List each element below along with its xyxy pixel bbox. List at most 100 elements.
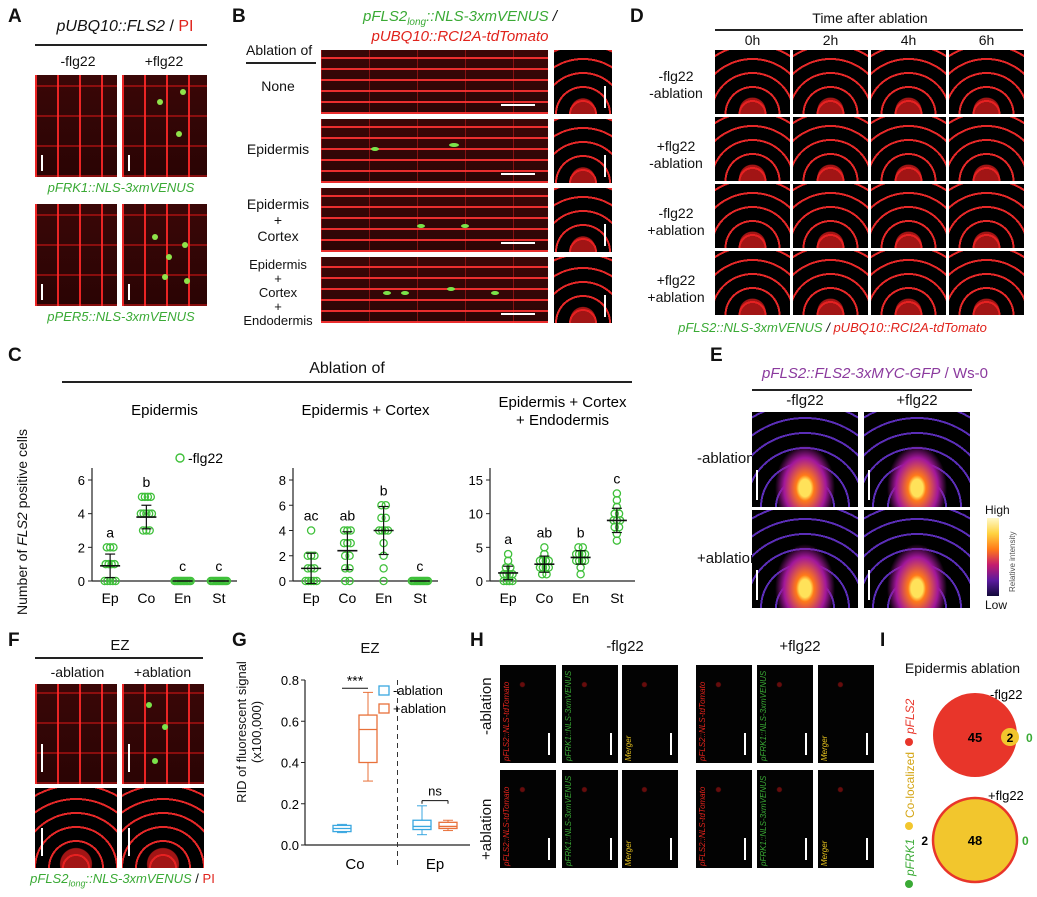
- micro-f-plus-long: [122, 684, 204, 784]
- panel-c-header: Ablation of: [309, 360, 385, 377]
- panel-d-time-2: 2h: [822, 32, 839, 48]
- panel-a-col-plus: +flg22: [144, 53, 184, 69]
- panel-d-label: D: [630, 6, 644, 27]
- micro-e-minus-plus: [752, 510, 858, 608]
- panel-e-cbar-high: High: [985, 503, 1010, 517]
- panel-c-ylabel-pre: Number of: [14, 545, 30, 615]
- micro-d-r3-c1: [715, 184, 790, 248]
- scale-bar: [548, 733, 550, 755]
- panel-i-label: I: [880, 630, 886, 651]
- chart-g-legend-minus-swatch: [378, 685, 390, 696]
- micro-h-r1-c5: pFRK1::NLS-3xmVENUS: [757, 665, 813, 763]
- panel-e-cbar-low: Low: [985, 598, 1008, 612]
- panel-f-rule: [35, 657, 203, 659]
- micro-f-plus-cross: [122, 788, 204, 868]
- panel-d-footer-red: pUBQ10::RCI2A-tdTomato: [833, 320, 987, 335]
- chart-c3-sig-letter: b: [577, 524, 585, 540]
- legend-coloc-text: Co-localized: [903, 752, 917, 818]
- panel-d-rule: [715, 29, 1023, 31]
- micro-h-label: pFRK1::NLS-3xmVENUS: [759, 670, 768, 761]
- micro-h-label: pFLS2::NLS-tdTomato: [502, 786, 511, 866]
- chart-c1-xtick-label: En: [174, 590, 191, 606]
- micro-a-frk1-minus: [35, 75, 117, 177]
- panel-b-row-epidermis: Epidermis: [246, 141, 310, 157]
- panel-d-time-6: 6h: [978, 32, 995, 48]
- micro-h-r2-c3: Merger: [622, 770, 678, 868]
- panel-f-gene-sub: long: [68, 878, 86, 889]
- chart-c2-point: [377, 501, 386, 510]
- chart-g-box: [358, 714, 378, 764]
- panel-a-reporter-frk1: pFRK1::NLS-3xmVENUS: [47, 180, 195, 195]
- panel-f-col-plus: +ablation: [133, 664, 192, 680]
- chart-c1-point: [110, 559, 119, 569]
- panel-a-col-minus: -flg22: [60, 53, 96, 69]
- micro-h-r1-c4: pFLS2::NLS-tdTomato: [696, 665, 752, 763]
- chart-g-ytick-label: 0.6: [281, 714, 299, 729]
- panel-d-footer: pFLS2::NLS-3xmVENUS / pUBQ10::RCI2A-tdTo…: [640, 320, 1025, 335]
- micro-d-r2-c3: [871, 117, 946, 181]
- panel-a-reporter-per5: pPER5::NLS-3xmVENUS: [47, 309, 195, 324]
- panel-b-label: B: [232, 6, 246, 27]
- chart-c3-point: [540, 543, 549, 552]
- chart-c2-point: [345, 576, 354, 586]
- panel-a-rule: [35, 44, 207, 46]
- micro-h-r1-c6: Merger: [818, 665, 874, 763]
- panel-g-label: G: [232, 630, 247, 651]
- venn-top-coloc: [1001, 728, 1019, 746]
- scale-bar: [866, 838, 868, 860]
- scale-bar: [610, 733, 612, 755]
- panel-f-label: F: [8, 630, 20, 651]
- micro-d-r4-c4: [949, 251, 1024, 315]
- chart-c2-ytick-label: 4: [279, 524, 286, 539]
- scale-bar: [805, 838, 807, 860]
- panel-b-ablation-header: Ablation of: [246, 42, 313, 58]
- chart-c1-sig-letter: c: [215, 558, 222, 574]
- chart-c2-point: [345, 564, 354, 573]
- panel-c-ylabel: Number of FLS2 positive cells: [14, 429, 30, 615]
- scale-bar: [548, 838, 550, 860]
- legend-fls2-dot: [905, 738, 913, 746]
- chart-c3-point: [612, 489, 622, 498]
- chart-c2-title: Epidermis + Cortex: [302, 402, 430, 419]
- chart-g-legend-plus: +ablation: [393, 701, 446, 716]
- chart-c2-sig-letter: ab: [340, 508, 356, 524]
- micro-h-r1-c2: pFRK1::NLS-3xmVENUS: [562, 665, 618, 763]
- scale-bar: [805, 733, 807, 755]
- panel-g-chart: 0.0 0.2 0.4 0.6 0.8 Co Ep *** ns -ablation +ablati…: [281, 672, 470, 873]
- venn-bottom-coloc-count: 48: [968, 833, 982, 848]
- chart-c2-point: [381, 513, 391, 523]
- micro-d-r3-c4: [949, 184, 1024, 248]
- chart-c1-point: [101, 559, 110, 569]
- chart-c1-point: [104, 559, 113, 569]
- micro-h-label: Merger: [820, 840, 829, 866]
- panel-c-ylabel-gene: FLS2: [14, 512, 30, 546]
- venn-bottom-frk1-count: 0: [1022, 834, 1029, 848]
- panel-b-sep: /: [548, 8, 557, 25]
- chart-c2-point: [312, 576, 321, 586]
- venn-bottom-fls2-count: 2: [921, 834, 928, 848]
- venn-top-fls2: [933, 693, 1017, 777]
- micro-d-r3-c3: [871, 184, 946, 248]
- panel-g-zone: EZ: [360, 640, 380, 657]
- panel-f-sep: /: [191, 871, 203, 886]
- micro-h-r2-c1: pFLS2::NLS-tdTomato: [500, 770, 556, 868]
- chart-c1-point: [109, 543, 118, 552]
- micro-h-r1-c3: Merger: [622, 665, 678, 763]
- micro-b-none-cross: [554, 50, 612, 114]
- chart-g-box: [438, 821, 458, 830]
- panel-e-label: E: [710, 345, 723, 366]
- chart-c2-point: [379, 564, 388, 573]
- legend-coloc-dot: [905, 822, 913, 830]
- panel-f-gene: pFLS2: [30, 871, 69, 886]
- panel-a-sep: /: [165, 18, 179, 35]
- venn-bottom-condition: +flg22: [988, 788, 1024, 803]
- micro-b-epco-cross: [554, 188, 612, 252]
- micro-h-r2-c5: pFRK1::NLS-3xmVENUS: [757, 770, 813, 868]
- panel-f-reporter: ::NLS-3xmVENUS: [85, 871, 192, 886]
- panel-h-row-plus: +ablation: [478, 798, 495, 860]
- scale-bar: [866, 733, 868, 755]
- chart-c1-ytick-label: 2: [78, 540, 85, 555]
- chart-c1-xtick-label: Ep: [102, 590, 119, 606]
- chart-c3-ytick-label: 5: [476, 540, 483, 555]
- panel-b-gene-sub: long: [407, 17, 427, 28]
